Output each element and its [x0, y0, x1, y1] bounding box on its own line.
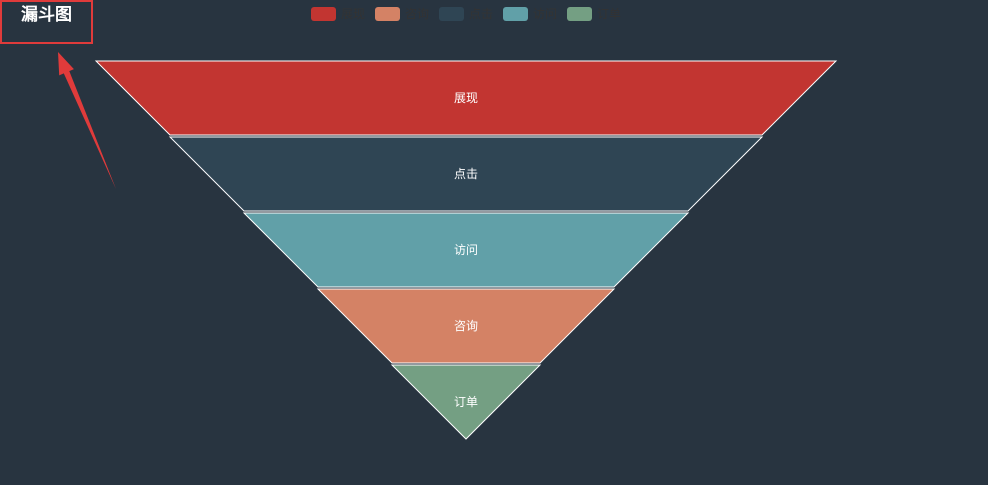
funnel-segment-label: 咨询 [454, 318, 478, 333]
legend-label: 咨询 [405, 7, 430, 21]
annotation-arrow-shape [58, 52, 116, 189]
legend-swatch [311, 7, 336, 21]
chart-title: 漏斗图 [21, 5, 72, 25]
legend-swatch [567, 7, 592, 21]
legend-label: 订单 [597, 7, 622, 21]
funnel-segment[interactable] [316, 288, 616, 364]
funnel-segment-label: 访问 [454, 243, 478, 257]
funnel-segment[interactable] [94, 60, 838, 136]
legend-swatch [375, 7, 400, 21]
legend-label: 访问 [533, 7, 558, 21]
legend-swatch [503, 7, 528, 21]
title-highlight-box [0, 0, 93, 44]
legend-label: 点击 [469, 7, 494, 21]
funnel-segment[interactable] [242, 212, 690, 288]
funnel-segment[interactable] [168, 136, 764, 212]
funnel-segment-label: 点击 [454, 167, 478, 181]
funnel-segment[interactable] [390, 364, 542, 440]
legend-label: 展现 [341, 7, 366, 21]
legend-swatch [439, 7, 464, 21]
annotation-arrow [58, 52, 116, 189]
funnel-segment-label: 展现 [454, 91, 478, 105]
funnel-segment-label: 订单 [454, 395, 478, 409]
